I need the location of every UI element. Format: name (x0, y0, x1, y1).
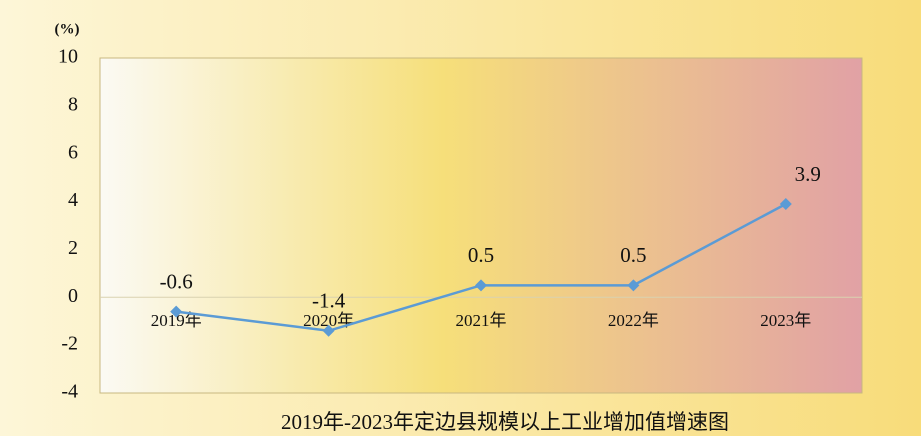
y-tick-label: 6 (68, 141, 78, 163)
marker (627, 279, 640, 292)
marker (322, 324, 335, 337)
x-tick-label: 2022年 (608, 311, 659, 330)
y-tick-label: 0 (68, 285, 78, 307)
marker (779, 197, 792, 210)
x-tick-label: 2023年 (760, 311, 811, 330)
x-tick-label: 2019年 (151, 311, 202, 330)
chart-title: 2019年-2023年定边县规模以上工业增加值增速图 (281, 410, 729, 434)
y-tick-label: 4 (68, 189, 78, 211)
data-label: 3.9 (795, 162, 821, 186)
data-label: -0.6 (160, 269, 193, 293)
x-tick-label: 2020年 (303, 311, 354, 330)
data-label: 0.5 (620, 243, 646, 267)
y-axis-label: (%) (55, 21, 80, 37)
x-tick-label: 2021年 (456, 311, 507, 330)
y-tick-label: 8 (68, 93, 78, 115)
marker (170, 305, 183, 318)
data-label: -1.4 (312, 289, 346, 313)
y-tick-label: -2 (61, 333, 78, 355)
data-label: 0.5 (468, 243, 494, 267)
marker (475, 279, 487, 292)
plot-area (99, 57, 863, 394)
y-tick-label: 10 (58, 46, 78, 68)
y-tick-label: -4 (61, 381, 78, 403)
y-tick-label: 2 (68, 237, 78, 259)
